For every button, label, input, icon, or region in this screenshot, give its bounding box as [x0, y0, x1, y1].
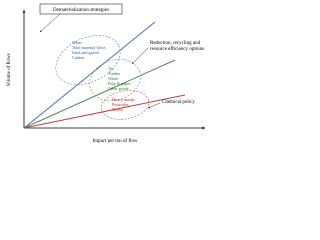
group-item: Water — [72, 40, 82, 45]
y-axis-label: Volume of flows — [7, 53, 12, 86]
annotation: Chemical policy — [162, 100, 195, 105]
annotation: Reduction, recycling and — [150, 41, 201, 46]
group-item: Timber — [108, 71, 121, 76]
arrow — [147, 102, 161, 109]
group-item: Pulp & paper — [108, 81, 131, 86]
group-ellipse — [89, 58, 141, 102]
group-item: Sand and gravel — [72, 50, 100, 55]
x-axis-label: Impact per ton of flow — [93, 139, 138, 144]
group-item: Heavy metals — [112, 97, 135, 102]
group-item: Total material flows — [72, 45, 106, 50]
arrow — [39, 13, 61, 33]
flow-line — [23, 94, 186, 129]
annotation: resource efficiency options — [150, 47, 204, 52]
group-ellipse — [55, 35, 121, 85]
title: Dematerialization strategies — [53, 8, 109, 13]
group-item: Toxics — [112, 107, 123, 112]
title-box — [39, 3, 123, 15]
arrow — [131, 47, 149, 65]
diagram: Dematerialization strategies Volume of f… — [7, 3, 206, 144]
group-item: Other goods — [108, 86, 129, 91]
group-item: Air — [108, 66, 114, 71]
flow-line — [23, 59, 176, 129]
group-ellipse — [100, 90, 150, 120]
group-item: Pesticides — [112, 102, 129, 107]
flow-line — [23, 21, 156, 129]
group-item: Waste — [108, 76, 118, 81]
group-item: Carbon — [72, 55, 85, 60]
